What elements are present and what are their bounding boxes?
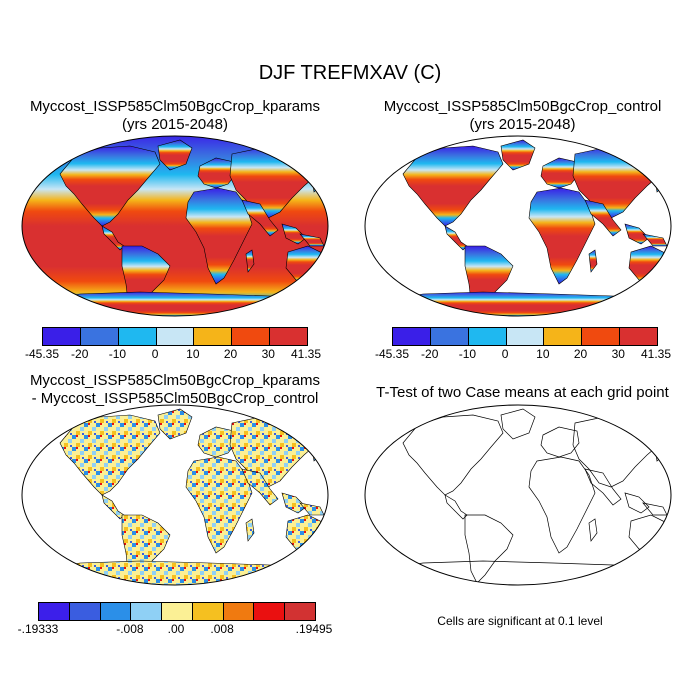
colorbar-tick-label: -45.35 xyxy=(374,347,410,361)
colorbar-swatch xyxy=(285,603,316,620)
colorbar-tick-label: -10 xyxy=(458,347,477,361)
figure-title: DJF TREFMXAV (C) xyxy=(258,62,442,84)
colorbar-swatch xyxy=(118,328,157,345)
colorbar-swatch xyxy=(194,328,233,345)
panel-difference-title-line1: Myccost_ISSP585Clm50BgcCrop_kparams xyxy=(29,372,321,389)
colorbar-tick-label: 30 xyxy=(611,347,625,361)
colorbar-swatch xyxy=(393,328,431,345)
colorbar-tick-label: -10 xyxy=(108,347,127,361)
panel-kparams-title: Myccost_ISSP585Clm50BgcCrop_kparams (yrs… xyxy=(5,98,345,134)
colorbar-tick-label: .008 xyxy=(210,622,234,636)
colorbar-tick-label: 41.35 xyxy=(290,347,322,361)
colorbar-tick-label: -.19333 xyxy=(17,622,59,636)
colorbar-temperature-control xyxy=(392,327,658,346)
panel-kparams-title-line2: (yrs 2015-2048) xyxy=(122,116,228,133)
colorbar-tick-label: 41.35 xyxy=(640,347,672,361)
map-difference xyxy=(21,404,329,586)
colorbar-swatch xyxy=(468,328,507,345)
panel-ttest-title-line1: T-Test of two Case means at each grid po… xyxy=(376,384,669,401)
colorbar-swatch xyxy=(506,328,545,345)
panel-control-title-line2: (yrs 2015-2048) xyxy=(469,116,576,133)
colorbar-swatch xyxy=(223,603,255,620)
colorbar-swatch xyxy=(100,603,132,620)
panel-control-title-line1: Myccost_ISSP585Clm50BgcCrop_control xyxy=(383,98,662,115)
colorbar-tick-label: 20 xyxy=(573,347,588,361)
colorbar-tick-label: .19495 xyxy=(295,622,333,636)
panel-difference-title: Myccost_ISSP585Clm50BgcCrop_kparams - My… xyxy=(5,372,345,408)
colorbar-tick-label: 10 xyxy=(536,347,550,361)
colorbar-swatch xyxy=(582,328,621,345)
colorbar-swatch xyxy=(39,603,70,620)
colorbar-tick-label: 20 xyxy=(223,347,238,361)
colorbar-tick-label: -20 xyxy=(71,347,89,361)
colorbar-swatch xyxy=(270,328,308,345)
colorbar-swatch xyxy=(620,328,658,345)
colorbar-difference xyxy=(38,602,316,621)
colorbar-swatch xyxy=(430,328,469,345)
panel-ttest-title: T-Test of two Case means at each grid po… xyxy=(350,384,695,402)
colorbar-tick-label: 0 xyxy=(151,347,159,361)
map-kparams xyxy=(21,135,329,317)
colorbar-tick-label: -20 xyxy=(421,347,439,361)
panel-control-title: Myccost_ISSP585Clm50BgcCrop_control (yrs… xyxy=(350,98,695,134)
panel-difference-title-line2: - Myccost_ISSP585Clm50BgcCrop_control xyxy=(31,390,319,407)
colorbar-swatch xyxy=(156,328,195,345)
colorbar-swatch xyxy=(43,328,81,345)
colorbar-swatch xyxy=(254,603,286,620)
colorbar-tick-label: -45.35 xyxy=(24,347,60,361)
map-ttest xyxy=(364,404,672,586)
significance-note: Cells are significant at 0.1 level xyxy=(437,614,603,628)
colorbar-swatch xyxy=(162,603,193,620)
colorbar-temperature-kparams xyxy=(42,327,308,346)
colorbar-swatch xyxy=(544,328,583,345)
colorbar-swatch xyxy=(192,603,224,620)
colorbar-swatch xyxy=(69,603,101,620)
colorbar-tick-label: 30 xyxy=(261,347,275,361)
map-control xyxy=(364,135,672,317)
colorbar-swatch xyxy=(80,328,119,345)
colorbar-swatch xyxy=(232,328,271,345)
colorbar-swatch xyxy=(131,603,163,620)
colorbar-tick-label: -.008 xyxy=(116,622,144,636)
colorbar-tick-label: .00 xyxy=(167,622,185,636)
colorbar-tick-label: 0 xyxy=(501,347,509,361)
colorbar-tick-label: 10 xyxy=(186,347,200,361)
panel-kparams-title-line1: Myccost_ISSP585Clm50BgcCrop_kparams xyxy=(29,98,321,115)
